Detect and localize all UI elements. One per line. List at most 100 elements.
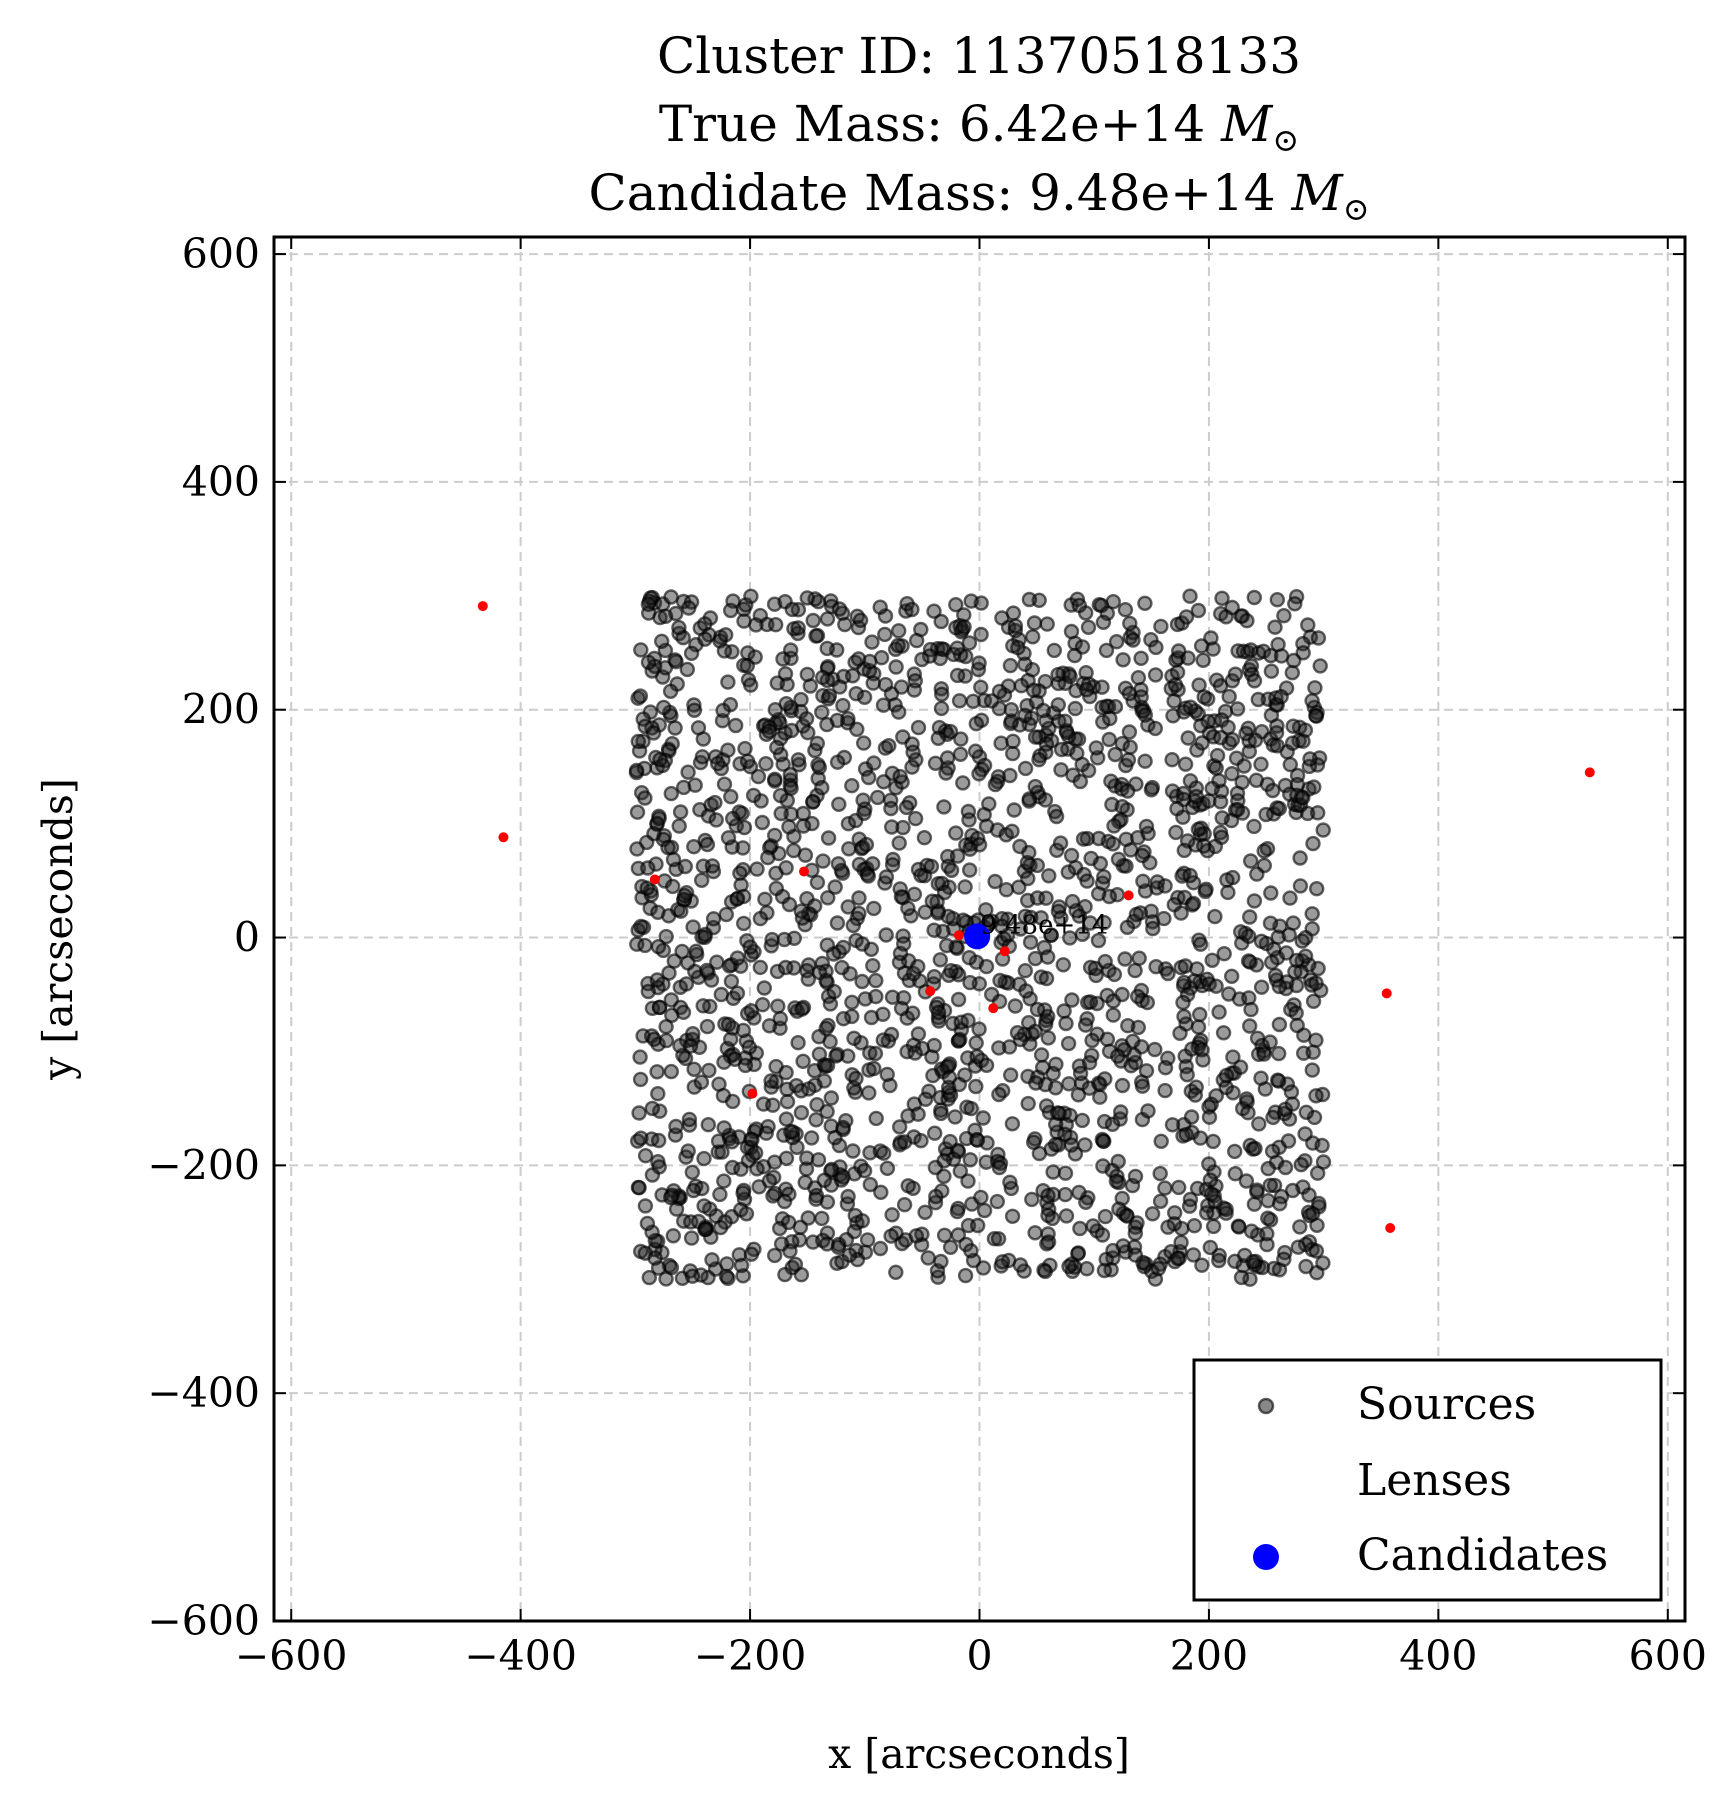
source-point: [810, 1152, 827, 1168]
source-point: [1090, 932, 1107, 949]
source-point: [1072, 773, 1089, 790]
source-point: [1150, 1260, 1167, 1277]
source-point: [1269, 1072, 1286, 1088]
source-point: [1268, 725, 1285, 741]
source-point: [891, 623, 907, 639]
source-point: [718, 906, 734, 923]
source-point: [741, 1039, 757, 1056]
source-point: [833, 862, 850, 879]
source-point: [1056, 1003, 1072, 1019]
source-point: [1117, 951, 1133, 967]
source-point: [1024, 629, 1041, 645]
source-point: [772, 787, 789, 804]
source-point: [1121, 724, 1138, 740]
source-point: [955, 912, 971, 928]
source-point: [1219, 872, 1235, 888]
legend: Sources Lenses Candidates: [1192, 1358, 1663, 1602]
source-point: [765, 1188, 781, 1204]
source-point: [960, 1012, 976, 1029]
source-point: [1293, 1156, 1309, 1173]
source-point: [835, 697, 851, 714]
source-point: [1080, 619, 1097, 635]
x-tick-label: 400: [1399, 1632, 1477, 1680]
source-point: [1297, 722, 1314, 738]
source-point: [768, 880, 784, 897]
source-point: [733, 958, 749, 974]
source-point: [908, 1228, 924, 1244]
source-point: [710, 755, 726, 772]
source-point: [835, 1169, 851, 1185]
source-point: [735, 840, 751, 856]
source-point: [699, 1018, 716, 1035]
source-point: [805, 793, 821, 810]
source-point: [865, 958, 881, 974]
source-point: [640, 983, 656, 1000]
source-point: [1063, 847, 1080, 864]
source-point: [1166, 1205, 1183, 1221]
source-point: [798, 1161, 815, 1177]
source-point: [933, 613, 949, 630]
source-point: [1259, 1226, 1275, 1242]
source-point: [900, 1108, 916, 1124]
source-point: [650, 939, 667, 955]
source-point: [1084, 1032, 1100, 1049]
source-point: [1202, 1172, 1219, 1188]
source-point: [1101, 1043, 1118, 1060]
source-point: [684, 1268, 701, 1284]
lens-point: [1381, 988, 1392, 999]
source-point: [976, 1202, 993, 1219]
source-point: [1112, 1104, 1129, 1120]
source-point: [679, 661, 695, 678]
source-point: [701, 1062, 717, 1079]
axis-ticks: −600 −400 −200 0 200 400 600 −600 −400 −200 0 200 40…: [147, 230, 1707, 1680]
source-point: [1269, 738, 1285, 754]
source-point: [913, 867, 929, 884]
source-point: [1122, 739, 1138, 755]
source-point: [1149, 874, 1166, 890]
source-point: [1245, 1254, 1261, 1270]
source-point: [1190, 821, 1207, 837]
source-point: [716, 1120, 732, 1136]
source-point: [663, 785, 679, 802]
source-point: [1196, 689, 1212, 705]
source-point: [862, 1176, 878, 1193]
source-point: [1147, 667, 1164, 683]
source-point: [1057, 1165, 1074, 1181]
chart-title-line-3: Candidate Mass: 9.48e+14 M⊙: [588, 164, 1369, 228]
source-point: [1288, 1005, 1304, 1021]
source-point: [924, 893, 940, 909]
source-point: [1307, 680, 1323, 696]
source-point: [778, 860, 794, 876]
source-point: [1251, 1116, 1267, 1132]
source-point: [1110, 851, 1127, 867]
source-point: [905, 744, 921, 760]
source-point: [696, 1150, 712, 1167]
source-point: [971, 1021, 987, 1037]
source-point: [884, 1207, 900, 1223]
source-point: [1164, 752, 1180, 768]
source-point: [1031, 752, 1047, 768]
source-point: [1053, 910, 1069, 926]
source-point: [866, 900, 882, 917]
source-point: [975, 1260, 992, 1276]
source-point: [831, 796, 847, 812]
source-point: [862, 653, 878, 670]
source-point: [1170, 1179, 1187, 1196]
source-point: [775, 651, 791, 667]
source-point: [1106, 818, 1122, 834]
source-point: [819, 640, 835, 657]
source-point: [829, 754, 846, 770]
source-point: [877, 676, 894, 693]
source-point: [913, 1132, 929, 1149]
chart-title-line-1: Cluster ID: 11370518133: [657, 27, 1301, 85]
source-point: [1169, 1250, 1186, 1267]
source-point: [891, 704, 907, 720]
source-point: [1220, 719, 1236, 735]
source-point: [851, 905, 867, 922]
source-point: [1300, 617, 1316, 633]
source-point: [649, 1064, 665, 1080]
source-point: [1138, 1063, 1155, 1079]
source-point: [878, 869, 895, 885]
source-point: [1131, 950, 1147, 966]
source-point: [828, 1048, 844, 1064]
